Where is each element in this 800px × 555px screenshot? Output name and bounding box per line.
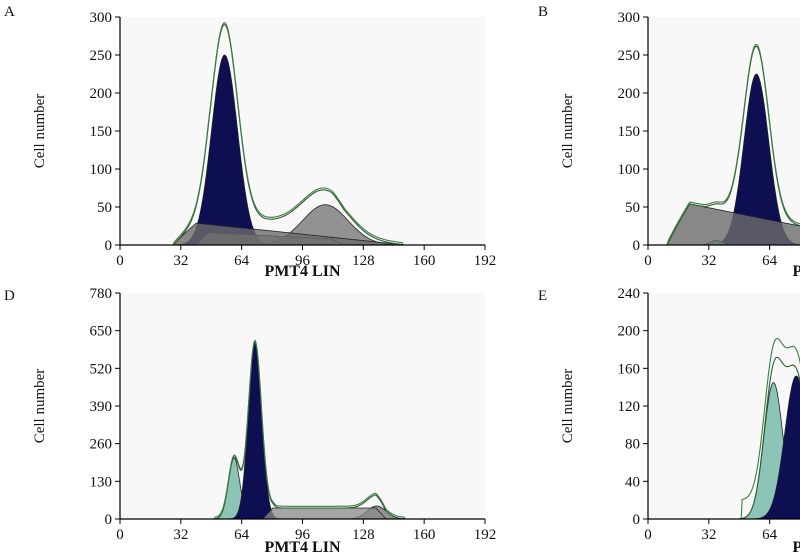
y-tick-label: 160 [618, 361, 641, 377]
y-tick-label: 520 [90, 361, 113, 377]
y-tick-label: 150 [90, 124, 113, 140]
x-tick-label: 192 [474, 527, 497, 543]
x-tick-label: 32 [173, 527, 188, 543]
y-tick-label: 250 [618, 48, 641, 64]
x-tick-label: 192 [474, 253, 497, 269]
y-tick-label: 0 [633, 238, 641, 254]
x-tick-label: 32 [173, 253, 188, 269]
y-axis-label: Cell number [32, 94, 48, 169]
panel-letter: D [4, 288, 15, 304]
y-tick-label: 0 [105, 238, 113, 254]
x-tick-label: 64 [234, 527, 250, 543]
x-axis-label: PMT4 LIN [793, 539, 800, 555]
x-axis-label: PMT4 LIN [793, 263, 800, 280]
x-tick-label: 160 [413, 527, 436, 543]
y-tick-label: 50 [625, 200, 640, 216]
panel-letter: A [4, 4, 15, 20]
y-tick-label: 80 [625, 437, 640, 453]
x-tick-label: 64 [762, 253, 778, 269]
y-tick-label: 150 [618, 124, 641, 140]
envelope-line [648, 43, 800, 246]
x-tick-label: 64 [234, 253, 250, 269]
x-tick-label: 128 [352, 527, 375, 543]
x-tick-label: 160 [413, 253, 436, 269]
y-tick-label: 240 [618, 286, 641, 302]
y-tick-label: 250 [90, 48, 113, 64]
y-tick-label: 130 [90, 474, 113, 490]
x-tick-label: 0 [116, 527, 124, 543]
x-axis-label: PMT4 LIN [265, 539, 341, 555]
y-tick-label: 200 [618, 86, 641, 102]
panel-letter: B [538, 4, 548, 20]
y-axis-label: Cell number [560, 94, 576, 169]
y-tick-label: 50 [97, 200, 112, 216]
y-tick-label: 40 [625, 474, 640, 490]
x-tick-label: 96 [295, 527, 311, 543]
x-axis-label: PMT4 LIN [265, 263, 341, 280]
panel-letter: E [538, 288, 547, 304]
x-tick-label: 32 [701, 253, 716, 269]
y-tick-label: 390 [90, 399, 113, 415]
panel-d: 0 130 260 390 520 650 780 0 32 64 96 128 160 192 PMT4 … [4, 286, 496, 555]
x-tick-label: 0 [116, 253, 124, 269]
x-tick-label: 64 [762, 527, 778, 543]
panel-a: 0 50 100 150 200 250 300 0 32 64 96 128 160 192 PMT4 L… [4, 4, 496, 280]
x-tick-label: 0 [644, 253, 652, 269]
x-tick-label: 32 [701, 527, 716, 543]
y-tick-label: 200 [618, 324, 641, 340]
y-tick-label: 100 [90, 162, 113, 178]
x-tick-label: 128 [352, 253, 375, 269]
y-tick-label: 300 [90, 10, 113, 26]
y-tick-label: 650 [90, 324, 113, 340]
y-tick-label: 300 [618, 10, 641, 26]
y-axis-label: Cell number [560, 369, 576, 444]
x-tick-label: 0 [644, 527, 652, 543]
x-tick-label: 96 [295, 253, 311, 269]
panel-e: 040801201602002400326496128160192PMT4 LI… [538, 286, 800, 555]
y-tick-label: 780 [90, 286, 113, 302]
y-tick-label: 0 [105, 512, 113, 528]
y-axis-label: Cell number [32, 369, 48, 444]
envelope-line [648, 45, 800, 246]
y-tick-label: 100 [618, 162, 641, 178]
plot-background [120, 293, 485, 519]
series-debris [648, 203, 800, 246]
y-tick-label: 120 [618, 399, 641, 415]
y-tick-label: 260 [90, 437, 113, 453]
plot-background [120, 17, 485, 245]
y-tick-label: 200 [90, 86, 113, 102]
y-tick-label: 0 [633, 512, 641, 528]
